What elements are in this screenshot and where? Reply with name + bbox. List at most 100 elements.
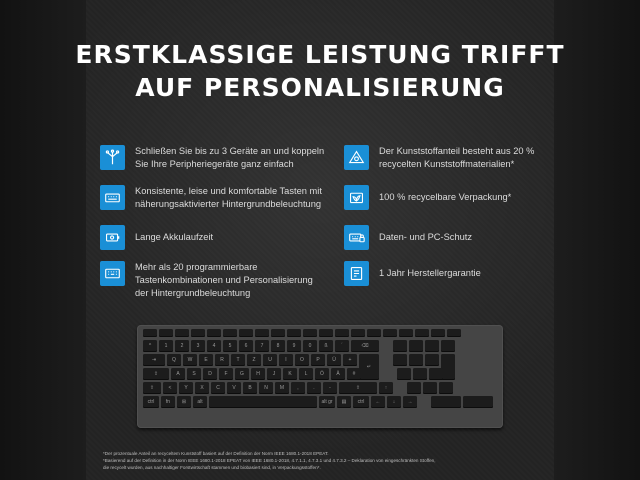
keyboard-key [383, 329, 397, 337]
keyboard-key: B [243, 382, 257, 394]
keyboard-key: ↵ [359, 354, 379, 380]
right-edge-shade [554, 0, 640, 480]
keyboard-key: 4 [207, 340, 221, 352]
keyboard-key: 0 [303, 340, 317, 352]
keyboard-key: , [291, 382, 305, 394]
keyboard-key [439, 382, 453, 394]
keyboard-shift-row: ⇧ < Y X C V B N M , . - ⇧ ↑ [143, 382, 453, 394]
keyboard-key: ctrl [143, 396, 159, 408]
keyboard-key [143, 329, 157, 337]
keyboard-key: 3 [191, 340, 205, 352]
keyboard-key: 6 [239, 340, 253, 352]
keyboard-key: 8 [271, 340, 285, 352]
keyboard-key [397, 368, 411, 380]
keyboard-home-row: ⇪ A S D F G H J K L Ö Ä # [143, 368, 443, 380]
keyboard-key [271, 329, 285, 337]
keyboard-key: E [199, 354, 213, 366]
keyboard-key: S [187, 368, 201, 380]
keyboard-key [431, 329, 445, 337]
keyboard-key: ß [319, 340, 333, 352]
feature-multi-device-text: Schließen Sie bis zu 3 Geräte an und kop… [135, 145, 324, 171]
keyboard-key [393, 340, 407, 352]
feature-line: 100 % recycelbare Verpackung* [379, 192, 512, 202]
keyboard-key: ↓ [387, 396, 401, 408]
footnotes: *Der prozentuale Anteil an recyceltem Ku… [103, 450, 563, 471]
keyboard-key: ⇧ [339, 382, 377, 394]
footnote-2: *Basierend auf der Definition in der Nor… [103, 458, 436, 463]
keyboard-key [429, 368, 443, 380]
keyboard-bottom-row: ctrl fn ⊞ alt alt gr ▤ ctrl ← ↓ → [143, 396, 493, 408]
battery-icon [100, 225, 125, 250]
keyboard-key: ↑ [379, 382, 393, 394]
feature-packaging-text: 100 % recycelbare Verpackung* [379, 191, 511, 204]
recycle-triangle-icon [344, 145, 369, 170]
keyboard-key: ⊞ [177, 396, 191, 408]
keyboard-key [255, 329, 269, 337]
keyboard-key: M [275, 382, 289, 394]
keyboard-key [425, 340, 439, 352]
headline: ERSTKLASSIGE LEISTUNG TRIFFT AUF PERSONA… [70, 38, 570, 104]
keyboard-spacebar [209, 396, 317, 408]
keyboard-key: ⇥ [143, 354, 165, 366]
keyboard-key: O [295, 354, 309, 366]
feature-recycled-plastic: Der Kunststoffanteil besteht aus 20 % re… [344, 145, 534, 171]
footnote-3: die recycelt wurden, aus nachhaltiger Fo… [103, 465, 321, 470]
keyboard-key [393, 354, 407, 366]
keyboard-key: ⌫ [351, 340, 379, 352]
feature-line: Schließen Sie bis zu 3 Geräte an und kop… [135, 146, 325, 156]
keyboard-key [287, 329, 301, 337]
keyboard-key [159, 329, 173, 337]
keyboard-key: . [307, 382, 321, 394]
multi-device-icon [100, 145, 125, 170]
keyboard-key: A [171, 368, 185, 380]
keyboard-key: W [183, 354, 197, 366]
keyboard-key: F [219, 368, 233, 380]
keyboard-key: Z [247, 354, 261, 366]
keyboard-key: C [211, 382, 225, 394]
keyboard-key: 7 [255, 340, 269, 352]
keyboard-key: D [203, 368, 217, 380]
keyboard-key [415, 329, 429, 337]
feature-line: Sie Ihre Peripheriegeräte ganz einfach [135, 159, 294, 169]
keyboard-key: R [215, 354, 229, 366]
keyboard-key: V [227, 382, 241, 394]
feature-battery-text: Lange Akkulaufzeit [135, 231, 213, 244]
keyboard-key: 1 [159, 340, 173, 352]
keyboard-key: - [323, 382, 337, 394]
keyboard-key [191, 329, 205, 337]
keyboard-key: 5 [223, 340, 237, 352]
keyboard-key: ctrl [353, 396, 369, 408]
keyboard-key: ⇪ [143, 368, 169, 380]
keyboard-key [175, 329, 189, 337]
keyboard-key: L [299, 368, 313, 380]
recyclable-packaging-icon [344, 185, 369, 210]
keyboard-key: Ü [327, 354, 341, 366]
feature-data-protection-text: Daten- und PC-Schutz [379, 231, 472, 244]
keyboard-key: H [251, 368, 265, 380]
feature-line: 1 Jahr Herstellergarantie [379, 268, 481, 278]
keyboard-key: alt gr [319, 396, 335, 408]
keyboard-key [399, 329, 413, 337]
keyboard-key [367, 329, 381, 337]
keyboard-backlight-icon [100, 185, 125, 210]
feature-keys-backlight: Konsistente, leise und komfortable Taste… [100, 185, 322, 211]
feature-battery: Lange Akkulaufzeit [100, 225, 213, 250]
keyboard-key [409, 354, 423, 366]
keyboard-key [447, 329, 461, 337]
keyboard-key [319, 329, 333, 337]
keyboard-key: ← [371, 396, 385, 408]
feature-line: Der Kunststoffanteil besteht aus 20 % [379, 146, 535, 156]
keyboard-key: fn [161, 396, 175, 408]
keyboard-key: P [311, 354, 325, 366]
feature-multi-device: Schließen Sie bis zu 3 Geräte an und kop… [100, 145, 324, 171]
keyboard-key: ▤ [337, 396, 351, 408]
keyboard-key [463, 396, 493, 408]
headline-line-2: AUF PERSONALISIERUNG [135, 73, 505, 102]
feature-line: Daten- und PC-Schutz [379, 232, 473, 242]
feature-line: näherungsaktivierter Hintergrundbeleucht… [135, 199, 322, 209]
feature-keys-backlight-text: Konsistente, leise und komfortable Taste… [135, 185, 322, 211]
keyboard-qwertz-row: ⇥ Q W E R T Z U I O P Ü + ↵ [143, 354, 455, 380]
programmable-keys-icon [100, 261, 125, 286]
keyboard-key: I [279, 354, 293, 366]
keyboard-number-row: ^ 1 2 3 4 5 6 7 8 9 0 ß ´ ⌫ [143, 340, 455, 352]
